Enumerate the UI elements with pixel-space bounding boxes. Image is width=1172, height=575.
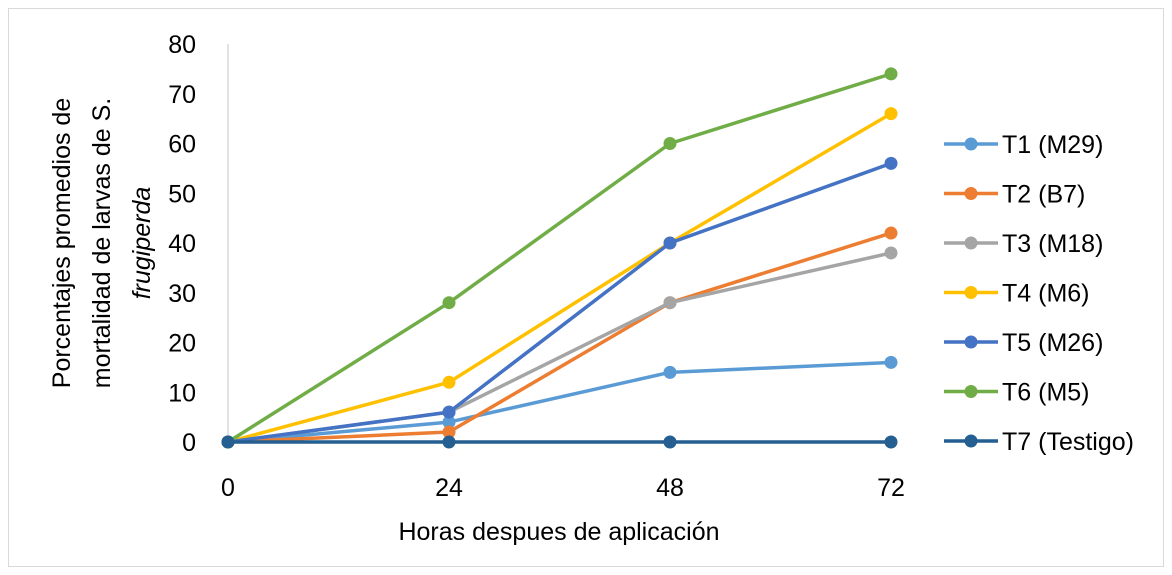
legend-item: T5 (M26) [944, 329, 1103, 357]
data-point [221, 435, 235, 449]
y-tick-label: 10 [168, 379, 196, 407]
legend-marker [964, 335, 978, 349]
legend-item: T4 (M6) [944, 280, 1090, 308]
y-tick-label: 30 [168, 280, 196, 308]
x-tick-label: 0 [221, 474, 235, 502]
data-point [663, 236, 677, 250]
legend-item: T3 (M18) [944, 230, 1103, 258]
legend-label: T4 (M6) [1002, 280, 1090, 308]
y-axis-title-line-3: frugiperda [128, 187, 156, 300]
data-point [442, 435, 456, 449]
x-tick-label: 72 [877, 474, 905, 502]
data-point [663, 365, 677, 379]
legend-marker [964, 434, 978, 448]
data-point [442, 425, 456, 439]
data-point [884, 226, 898, 240]
legend-marker [964, 187, 978, 200]
data-point [663, 435, 677, 449]
series-line [227, 112, 892, 444]
series-line [227, 231, 892, 444]
legend-marker [964, 385, 978, 398]
legend-item: T6 (M5) [944, 379, 1090, 407]
legend-marker [964, 236, 978, 250]
y-tick-label: 60 [168, 131, 196, 159]
y-tick-label: 80 [168, 31, 196, 59]
data-point [884, 355, 898, 369]
y-tick-label: 70 [168, 81, 196, 109]
y-tick-label: 40 [168, 230, 196, 258]
legend-marker [964, 286, 978, 299]
series-6 [221, 67, 898, 449]
legend-marker [964, 137, 978, 151]
x-tick-label: 48 [656, 474, 684, 502]
legend-label: T2 (B7) [1002, 181, 1085, 209]
legend-label: T3 (M18) [1002, 230, 1103, 258]
y-tick-label: 0 [182, 429, 196, 457]
legend-label: T6 (M5) [1002, 379, 1090, 407]
legend-label: T7 (Testigo) [1002, 428, 1134, 456]
series-7 [221, 435, 898, 449]
x-axis-title: Horas despues de aplicación [398, 518, 719, 546]
y-axis-title: Porcentajes promedios de mortalidad de l… [48, 98, 156, 388]
data-point [884, 246, 898, 260]
data-point [884, 67, 898, 81]
data-point [442, 405, 456, 419]
legend-item: T2 (B7) [944, 181, 1085, 209]
y-axis-title-line-1: Porcentajes promedios de [48, 98, 76, 388]
series-line [227, 72, 892, 444]
series-3 [221, 246, 898, 449]
series-1 [221, 355, 898, 449]
y-axis-title-line-2: mortalidad de larvas de S. [88, 98, 116, 388]
data-point [884, 107, 898, 121]
series-group [221, 67, 898, 449]
legend-item: T1 (M29) [944, 131, 1103, 159]
y-tick-labels: 0 10 20 30 40 50 60 70 80 [168, 31, 196, 457]
series-line [227, 161, 892, 444]
data-point [884, 435, 898, 449]
data-point [663, 137, 677, 150]
data-point [884, 156, 898, 170]
data-point [442, 415, 456, 429]
data-point [442, 375, 456, 389]
x-tick-labels: 0 24 48 72 [221, 474, 905, 502]
legend-label: T1 (M29) [1002, 131, 1103, 159]
series-5 [221, 156, 898, 449]
legend: T1 (M29) T2 (B7) T3 (M18) T4 (M6) T5 (M26) T6… [944, 131, 1134, 456]
x-tick-label: 24 [435, 474, 463, 502]
legend-label: T5 (M26) [1002, 329, 1103, 357]
y-tick-label: 20 [168, 330, 196, 358]
data-point [442, 296, 456, 310]
series-line [227, 360, 892, 444]
legend-item: T7 (Testigo) [944, 428, 1134, 456]
y-tick-label: 50 [168, 180, 196, 208]
data-point [663, 296, 677, 310]
